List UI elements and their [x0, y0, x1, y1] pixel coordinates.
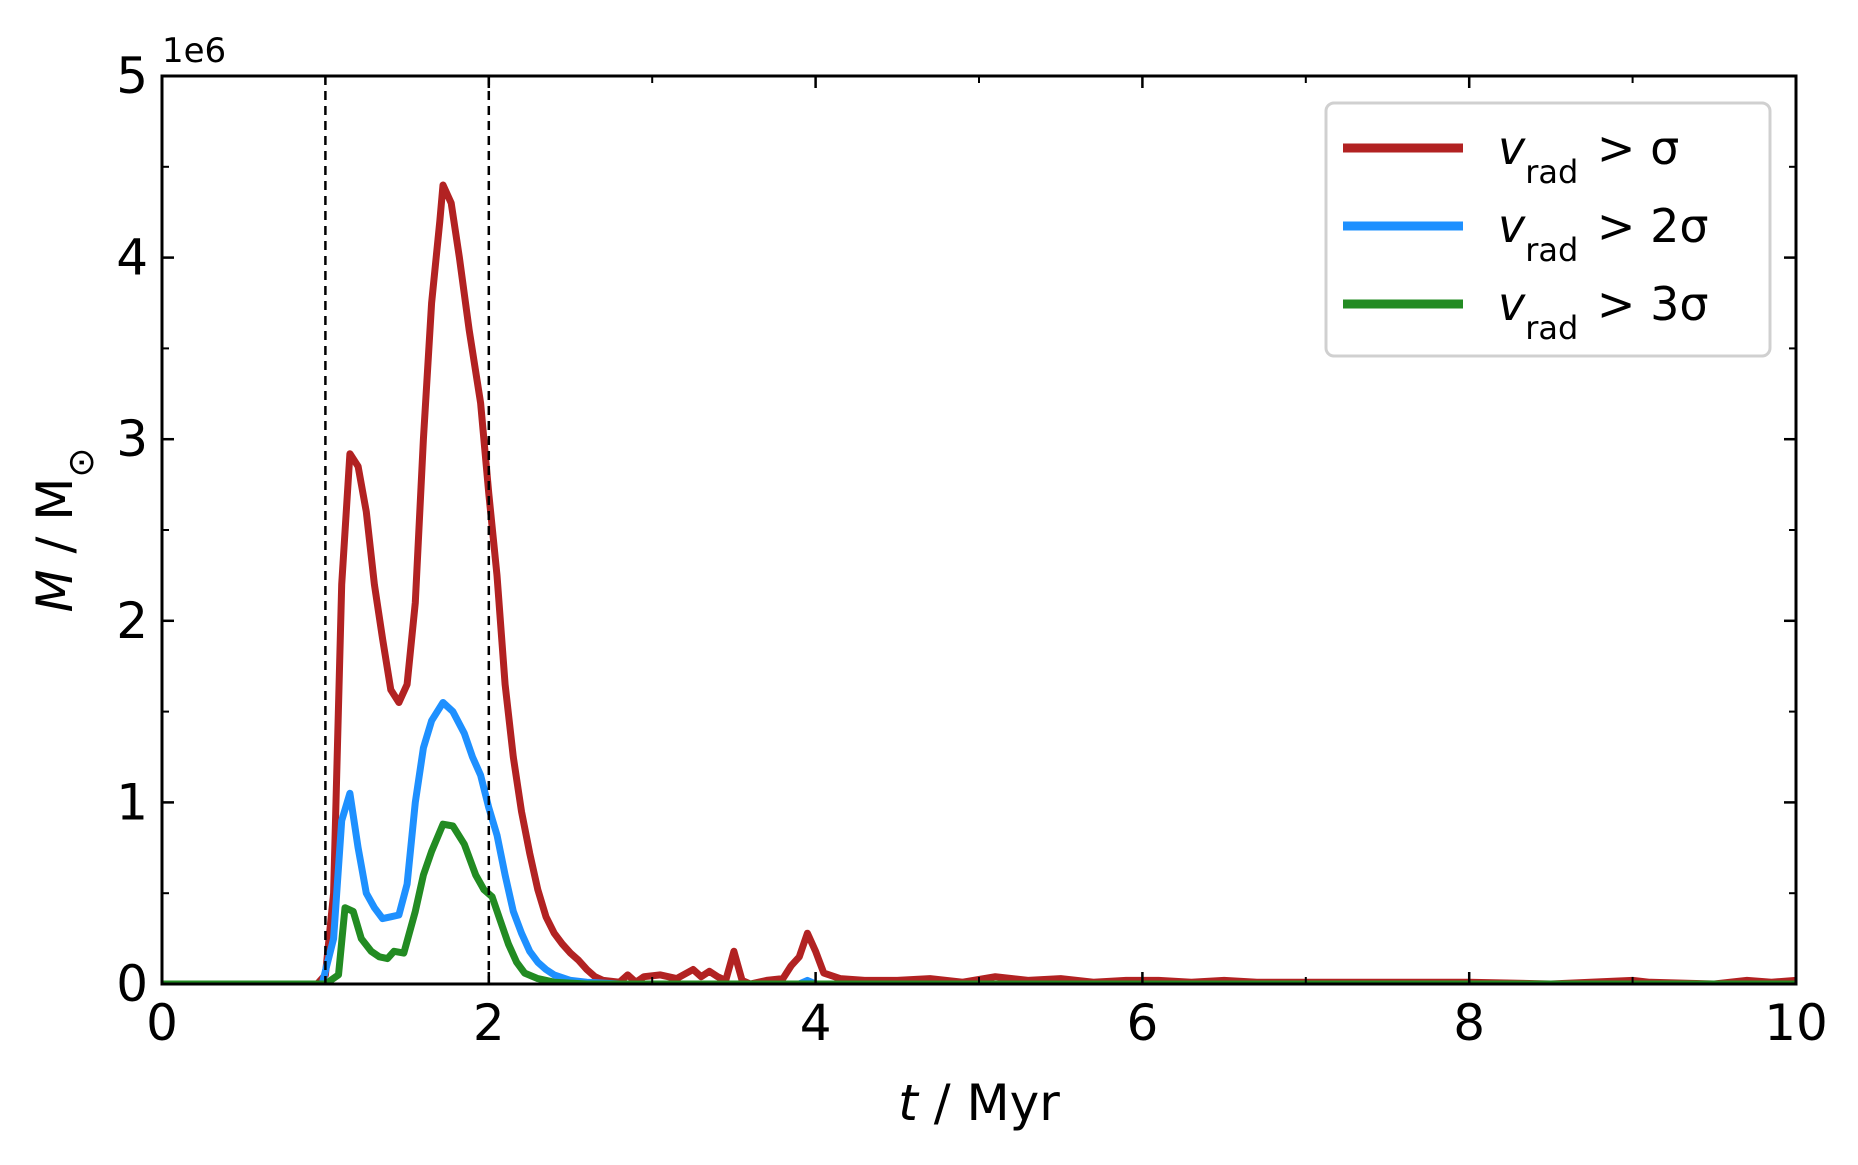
series-line-1: [162, 181, 1796, 984]
x-tick-label: 0: [146, 994, 178, 1052]
x-tick-label: 2: [473, 994, 505, 1052]
x-tick-label: 10: [1764, 994, 1828, 1052]
x-axis-label-var: t: [898, 1074, 920, 1132]
y-axis-label-sub: ⊙: [61, 447, 102, 477]
y-tick-label: 5: [116, 47, 148, 105]
x-tick-label: 8: [1453, 994, 1485, 1052]
x-axis-label-unit: / Myr: [918, 1074, 1060, 1132]
x-tick-label: 6: [1126, 994, 1158, 1052]
series-line-3: [162, 820, 1796, 984]
y-tick-label: 4: [116, 229, 148, 287]
y-axis-label: M / M⊙: [26, 447, 102, 612]
legend-box: [1324, 101, 1772, 358]
y-tick-label: 0: [116, 955, 148, 1013]
y-offset-text: 1e6: [162, 31, 226, 71]
y-tick-label: 2: [116, 592, 148, 650]
reference-lines: [324, 76, 491, 984]
y-axis-label-unit: / M: [26, 478, 84, 570]
legend-label-2: vrad > 2σ: [1498, 199, 1709, 269]
y-tick-label: 1: [116, 773, 148, 831]
y-tick-label: 3: [116, 410, 148, 468]
x-axis-label: t / Myr: [898, 1074, 1060, 1132]
x-tick-label: 4: [800, 994, 832, 1052]
legend-label-1: vrad > σ: [1498, 121, 1679, 191]
legend-label-3: vrad > 3σ: [1498, 277, 1709, 347]
series-layer: [162, 181, 1796, 984]
legend: vrad > σ vrad > 2σ vrad > 3σ: [1324, 101, 1772, 358]
axis-ticks: 0 2 4 6 8 10 0 1 2 3 4 5: [116, 47, 1828, 1052]
y-axis-label-var: M: [26, 569, 84, 612]
